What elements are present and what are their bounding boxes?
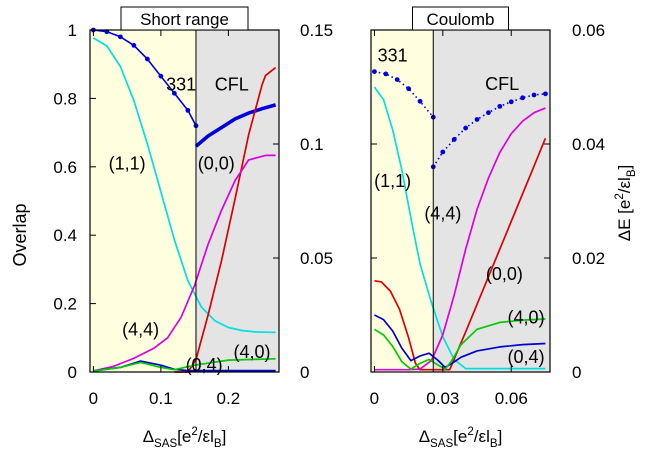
x-tick-label: 0.2 (217, 389, 241, 408)
curve-annotation: (4,0) (508, 307, 545, 327)
region-label: CFL (215, 75, 249, 95)
data-point-331 (406, 86, 412, 92)
y-tick-label: 0.8 (53, 89, 77, 108)
delta-e-axis-label: ΔE [e2/εlB] (614, 165, 638, 242)
x-tick-label: 0.1 (149, 389, 173, 408)
region-label: 331 (166, 75, 196, 95)
data-point-cfl (531, 92, 537, 98)
region-331-background (90, 30, 196, 372)
curve-annotation: (4,0) (233, 342, 270, 362)
x-axis-label: ΔSAS[e2/εlB] (143, 426, 227, 450)
data-point-cfl (474, 117, 480, 122)
curve-annotation: (1,1) (374, 171, 411, 191)
y-tick-label: 1 (68, 21, 77, 40)
right-tick-label: 0.04 (572, 135, 605, 154)
right-tick-label: 0.15 (300, 21, 333, 40)
series-line-0-4 (374, 314, 546, 369)
region-cfl-background (433, 30, 550, 372)
series-line-cfl (194, 103, 277, 148)
right-tick-label: 0.06 (572, 21, 605, 40)
right-tick-label: 0 (572, 363, 581, 382)
data-point-cfl (520, 95, 526, 101)
panel-title: Coulomb (426, 10, 494, 29)
curve-annotation: (0,0) (198, 153, 235, 173)
series-line-4-0 (373, 318, 546, 370)
data-point-cfl (543, 91, 548, 97)
short-range-panel: 0 0.1 0.2 0 0.2 0.4 0.6 0.8 1 0 0.05 0.1 0.15 Short r… (53, 6, 333, 450)
data-point-cfl (451, 137, 457, 142)
data-point-331 (131, 42, 137, 48)
right-tick-label: 0.05 (300, 249, 333, 268)
data-point-331 (158, 73, 164, 79)
panel-title-box (120, 6, 249, 31)
x-axis-label: ΔSAS[e2/εlB] (419, 426, 503, 450)
region-label: CFL (485, 74, 519, 94)
data-point-cfl (440, 149, 446, 155)
overlap-axis-label: Overlap (10, 203, 30, 266)
curve-annotation: (0,0) (486, 264, 523, 284)
data-point-331 (372, 69, 377, 75)
right-tick-label: 0.02 (572, 249, 605, 268)
series-line-4-4 (93, 154, 276, 372)
data-point-331 (117, 34, 123, 40)
series-line-1-1 (373, 86, 546, 370)
panel-title-box (412, 6, 509, 31)
data-point-cfl (463, 125, 469, 131)
curve-annotation: (4,4) (424, 204, 461, 224)
region-331-background (371, 30, 434, 372)
coulomb-panel: 0 0.03 0.06 0 0.02 0.04 0.06 Coulomb ΔSAS[e2/εlB… (370, 6, 605, 450)
data-point-331 (394, 77, 400, 82)
curve-annotation: (4,4) (122, 319, 159, 339)
y-tick-label: 0.4 (53, 226, 77, 245)
x-tick-label: 0.06 (495, 389, 528, 408)
data-point-cfl (508, 99, 514, 105)
series-line-1-1 (92, 37, 276, 334)
curve-annotation: (1,1) (109, 153, 146, 173)
y-tick-label: 0 (68, 363, 77, 382)
region-label: 331 (378, 46, 408, 66)
x-tick-label: 0 (89, 389, 98, 408)
data-point-331 (171, 90, 177, 96)
panel-title: Short range (140, 10, 229, 29)
series-line-4-4 (374, 107, 546, 371)
data-point-331 (383, 71, 389, 77)
y-tick-label: 0.6 (53, 158, 77, 177)
right-tick-label: 0 (300, 363, 309, 382)
data-point-cfl (497, 103, 503, 109)
data-point-331 (144, 56, 150, 62)
data-point-331 (185, 107, 191, 113)
series-line-0-0 (374, 137, 547, 371)
data-point-331 (417, 98, 423, 104)
y-tick-label: 0.2 (53, 295, 77, 314)
curve-annotation: (0,4) (508, 347, 545, 367)
x-tick-label: 0.03 (426, 389, 459, 408)
right-tick-label: 0.1 (300, 135, 324, 154)
data-point-cfl (486, 110, 491, 116)
series-line-4-0 (93, 357, 276, 372)
x-tick-label: 0 (370, 389, 379, 408)
curve-annotation: (0,4) (186, 355, 223, 375)
